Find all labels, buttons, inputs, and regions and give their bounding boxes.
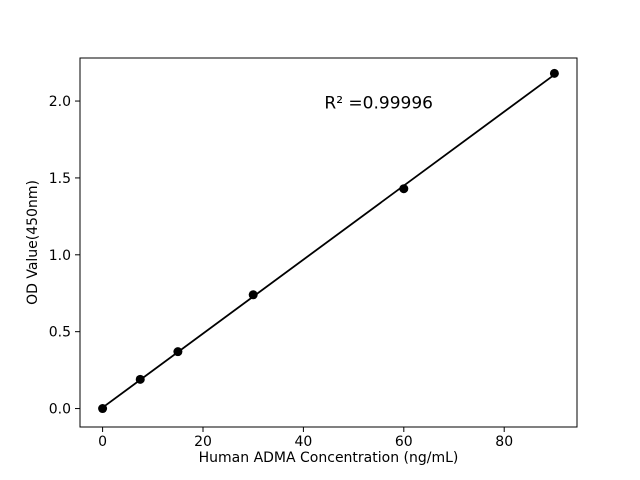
- data-point: [549, 68, 559, 78]
- data-point: [399, 184, 409, 194]
- data-point: [248, 290, 258, 300]
- x-tick-label: 40: [294, 434, 312, 450]
- x-tick-label: 60: [395, 434, 413, 450]
- x-tick-label: 20: [194, 434, 212, 450]
- data-point: [173, 347, 183, 357]
- y-tick-label: 0.5: [49, 325, 71, 341]
- y-axis-title: OD Value(450nm): [25, 180, 41, 305]
- r-squared-annotation: R² =0.99996: [324, 94, 433, 114]
- data-point: [98, 404, 108, 414]
- x-tick-label: 0: [98, 434, 107, 450]
- data-point: [135, 374, 145, 384]
- x-tick-label: 80: [495, 434, 513, 450]
- x-axis-title: Human ADMA Concentration (ng/mL): [199, 450, 459, 466]
- y-tick-label: 0.0: [49, 402, 71, 418]
- y-tick-label: 1.0: [49, 248, 71, 264]
- y-tick-label: 2.0: [49, 94, 71, 110]
- y-tick-label: 1.5: [49, 171, 71, 187]
- plot-border: [79, 57, 578, 428]
